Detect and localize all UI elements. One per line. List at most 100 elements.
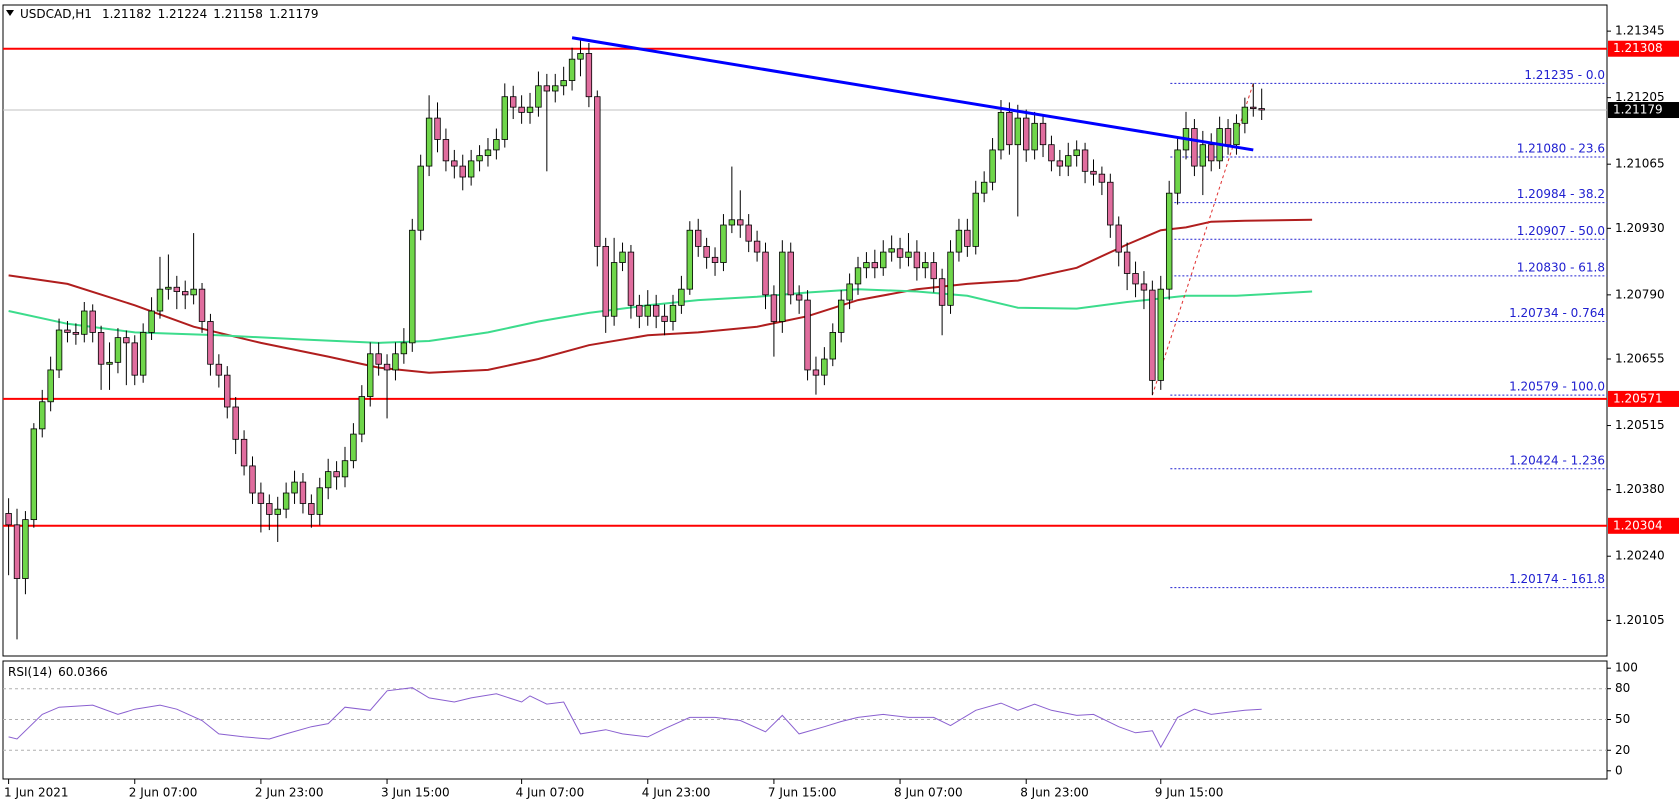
fib-label: 1.20907 - 50.0 [1517, 224, 1605, 238]
candle-body [779, 251, 786, 322]
candle-body [846, 283, 853, 301]
candle-body [888, 248, 895, 253]
candle-body [829, 332, 836, 360]
last-high: 1.21224 [158, 7, 208, 21]
candle-body [930, 262, 937, 280]
candle-body [442, 139, 450, 162]
level-tag [1608, 40, 1679, 57]
y-tick-label: 1.20380 [1615, 482, 1665, 496]
candle-body [837, 299, 845, 333]
candle-body [610, 262, 618, 317]
trendline [571, 36, 1254, 152]
candle-body [1090, 170, 1097, 175]
candle-body [114, 337, 122, 363]
candle-body [1006, 111, 1013, 146]
candle-body [106, 361, 113, 365]
candle-body [1149, 289, 1156, 381]
x-tick-label: 2 Jun 07:00 [129, 786, 198, 800]
y-tick-label: 1.21205 [1615, 90, 1665, 104]
candle-body [947, 251, 954, 306]
rsi-panel [2, 660, 1608, 780]
fib-label: 1.20424 - 1.236 [1509, 453, 1605, 467]
y-tick-label: 80 [1615, 681, 1630, 695]
y-tick-label: 50 [1615, 712, 1630, 726]
candle-body [720, 224, 727, 263]
fib-label: 1.20579 - 100.0 [1509, 380, 1605, 394]
candle-body [1123, 251, 1131, 274]
candle-body [417, 165, 424, 231]
candle-body [602, 245, 609, 317]
candle-body [980, 181, 988, 194]
x-tick-label: 7 Jun 15:00 [768, 786, 837, 800]
candle-body [518, 106, 525, 113]
candle-body [913, 251, 921, 269]
candle-body [375, 353, 382, 365]
candle-body [97, 332, 105, 365]
candle-body [526, 106, 534, 113]
candle-body [240, 438, 248, 467]
candle-body [409, 229, 416, 344]
x-tick-label: 9 Jun 15:00 [1155, 786, 1224, 800]
candle-body [72, 332, 80, 335]
x-tick-label: 8 Jun 07:00 [894, 786, 963, 800]
candle-body [1039, 122, 1047, 146]
candle-body [89, 310, 96, 333]
candle-body [678, 288, 685, 306]
candle-body [148, 310, 155, 333]
fib-label: 1.20174 - 161.8 [1509, 572, 1605, 586]
candle-body [1140, 283, 1148, 291]
candle-body [594, 96, 601, 247]
candle-body [367, 353, 374, 397]
candle-body [1056, 160, 1064, 167]
level-tag [1608, 390, 1679, 407]
candle-body [896, 248, 904, 258]
candle-body [232, 406, 239, 440]
y-tick-label: 1.20240 [1615, 549, 1665, 563]
collapse-icon[interactable] [6, 10, 14, 16]
candle-body [81, 310, 88, 335]
candle-body [291, 481, 298, 494]
candle-body [770, 294, 778, 322]
candle-body [1241, 106, 1249, 124]
candle-body [577, 53, 584, 60]
candle-body [467, 160, 475, 178]
candle-body [484, 149, 492, 157]
candle-body [173, 286, 180, 292]
rsi-line [8, 687, 1262, 749]
candle-body [1014, 117, 1021, 146]
candle-body [1107, 181, 1114, 226]
rsi-layer [3, 687, 1607, 751]
candle-body [938, 278, 946, 306]
candle-body [434, 117, 441, 140]
x-tick-label: 1 Jun 2021 [4, 786, 69, 800]
candle-body [543, 85, 551, 92]
candle-body [854, 267, 862, 285]
fib-label: 1.20984 - 38.2 [1517, 187, 1605, 201]
rsi-title: RSI(14) [8, 665, 52, 679]
candle-body [880, 251, 887, 269]
y-tick-label: 1.20105 [1615, 613, 1665, 627]
candle-body [341, 460, 349, 478]
candle-body [711, 256, 719, 263]
candle-body [1023, 117, 1030, 151]
candle-body [400, 342, 408, 355]
candle-body [392, 353, 399, 371]
candle-body [821, 358, 828, 376]
candle-body [1031, 122, 1038, 151]
candle-body [972, 192, 979, 247]
candle-body [863, 262, 870, 269]
candle-body [39, 401, 46, 430]
fib-label: 1.20734 - 0.764 [1509, 306, 1605, 320]
price-layer: 1.21235 - 0.0 1.21080 - 23.6 1.20984 - 38.… [3, 36, 1607, 640]
fib-label: 1.21235 - 0.0 [1524, 68, 1605, 82]
candle-body [274, 508, 281, 515]
candle-body [451, 160, 458, 167]
candle-body [1174, 149, 1181, 194]
candle-body [1233, 122, 1240, 146]
candle-body [560, 80, 567, 87]
y-tick-label: 20 [1615, 743, 1630, 757]
rsi-last: 60.0366 [58, 665, 108, 679]
candle-body [703, 245, 710, 258]
candle-body [350, 433, 357, 462]
